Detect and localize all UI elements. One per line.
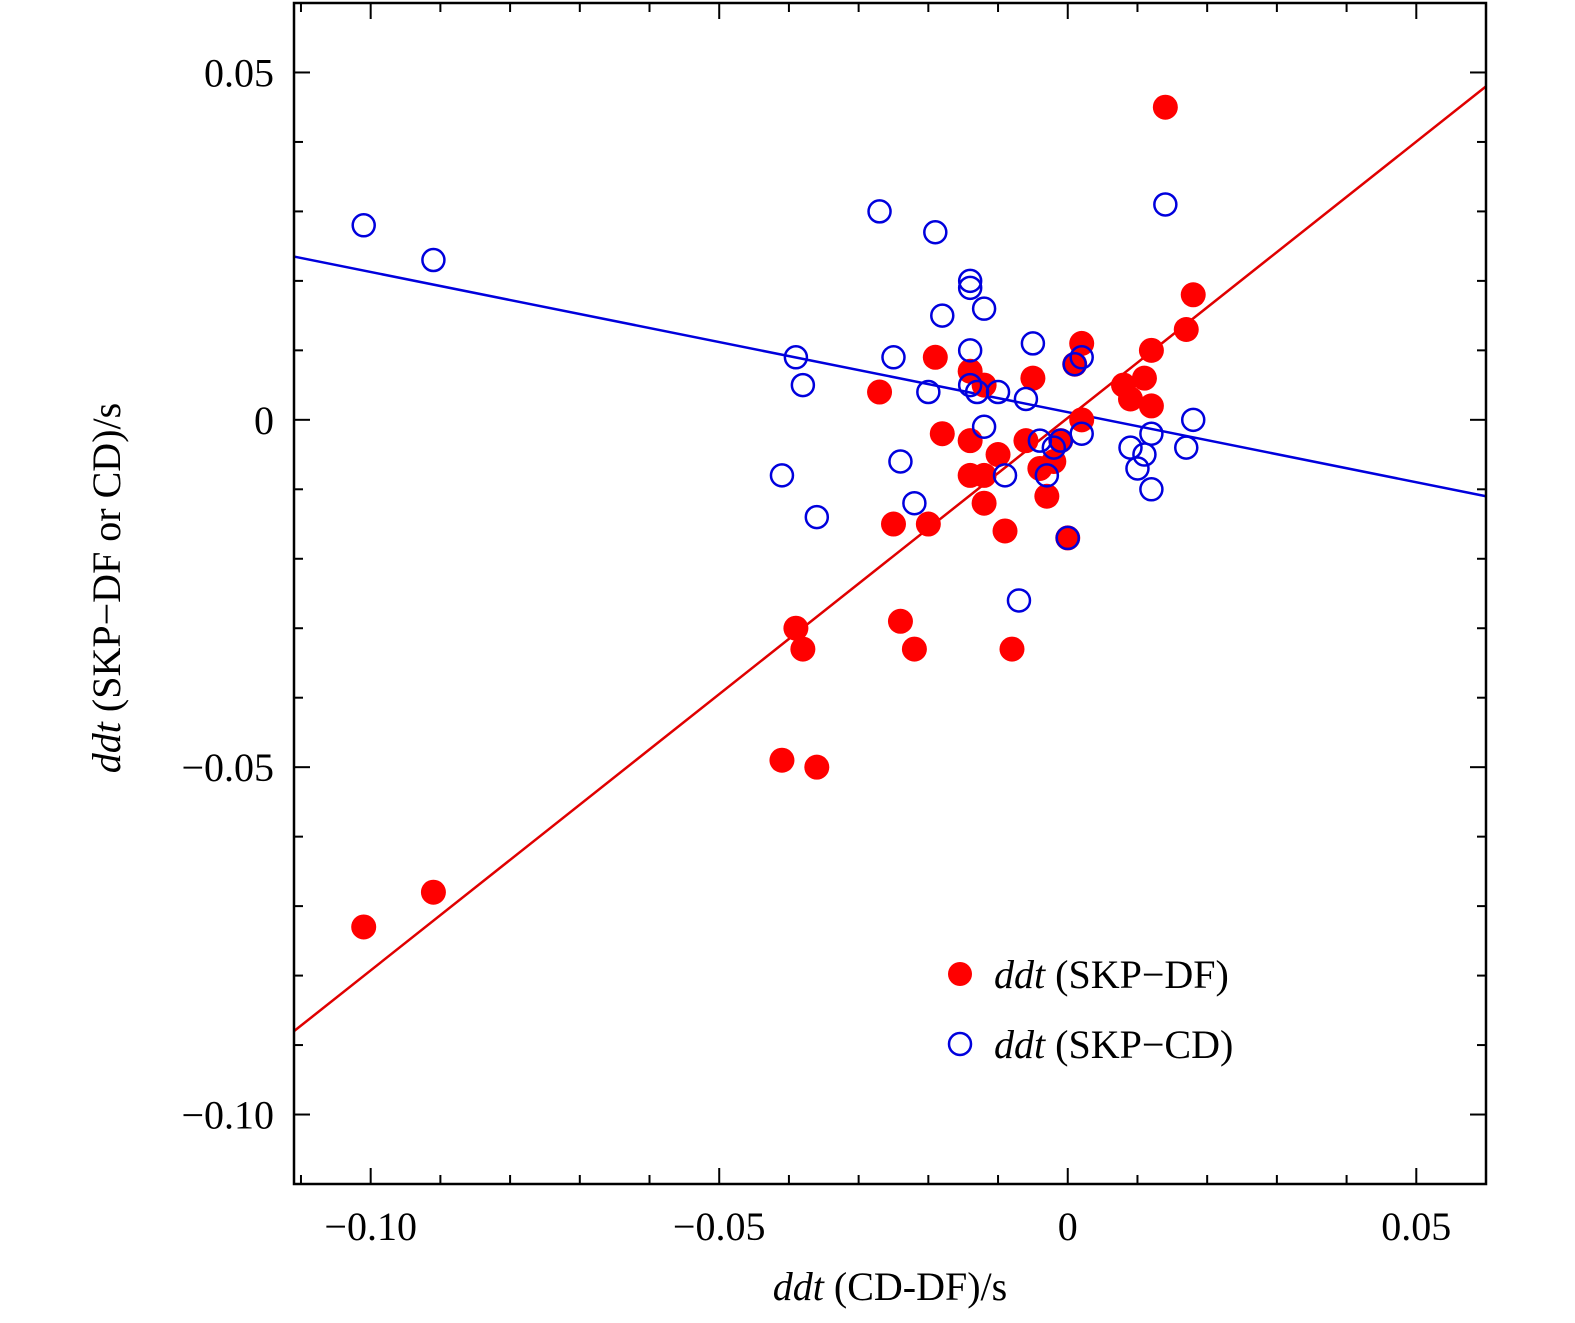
data-point-skp-cd — [992, 463, 1018, 488]
data-point-skp-df — [867, 379, 893, 405]
data-point-skp-cd — [1139, 477, 1164, 502]
data-point-skp-cd — [881, 345, 906, 370]
fit-line-skp-cd — [293, 255, 1487, 498]
data-point-skp-df — [1138, 337, 1164, 363]
data-point-skp-df — [420, 879, 446, 905]
legend-label-skp-cd: ddt (SKP−CD) — [994, 1022, 1233, 1067]
data-point-skp-cd — [1013, 386, 1039, 412]
data-point-skp-df — [1180, 282, 1206, 308]
data-point-skp-cd — [1180, 407, 1206, 433]
y-axis-title: ddt (SKP−DF or CD)/s — [84, 403, 129, 773]
data-point-skp-df — [957, 428, 983, 454]
legend-label-skp-df: ddt (SKP−DF) — [994, 952, 1229, 997]
data-point-skp-df — [901, 636, 927, 662]
legend-label-skp-cd-rest: (SKP−CD) — [1045, 1022, 1233, 1067]
y-tick-label: 0.05 — [204, 50, 274, 95]
data-point-skp-cd — [1125, 456, 1150, 481]
data-point-skp-cd — [971, 296, 997, 321]
data-point-skp-cd — [1069, 421, 1094, 446]
data-point-skp-cd — [790, 372, 816, 398]
fit-lines — [293, 85, 1487, 1033]
data-point-skp-cd — [1062, 351, 1087, 377]
data-point-skp-df — [783, 615, 809, 641]
data-point-skp-cd — [957, 372, 983, 398]
data-point-skp-cd — [957, 275, 983, 301]
fit-line-skp-df — [293, 85, 1487, 1033]
data-point-skp-cd — [769, 463, 795, 488]
data-point-skp-cd — [1069, 345, 1094, 370]
data-point-skp-df — [1152, 94, 1178, 120]
data-point-skp-df — [351, 914, 377, 940]
x-axis-title-rest: (CD-DF)/s — [824, 1264, 1007, 1309]
data-points — [351, 94, 1206, 940]
data-point-skp-cd — [783, 345, 809, 370]
x-axis-title-italic: ddt — [773, 1264, 825, 1309]
legend-marker-open — [947, 1031, 973, 1057]
y-tick-label: −0.05 — [181, 745, 274, 790]
axis-ticks — [294, 2, 1487, 1185]
data-point-skp-cd — [1041, 435, 1067, 460]
x-tick-label: 0.05 — [1381, 1204, 1451, 1249]
plot-frame — [292, 1, 1488, 1186]
data-point-skp-df — [999, 636, 1025, 662]
data-point-skp-df — [922, 344, 948, 370]
data-point-skp-df — [1034, 483, 1060, 509]
data-point-skp-cd — [985, 379, 1011, 405]
data-point-skp-df — [790, 636, 816, 662]
data-point-skp-cd — [1006, 588, 1032, 613]
data-point-skp-df — [769, 747, 795, 773]
data-point-skp-cd — [1034, 463, 1060, 488]
data-point-skp-cd — [1139, 421, 1164, 446]
data-point-skp-cd — [888, 449, 913, 474]
x-tick-label: −0.10 — [324, 1204, 417, 1249]
data-point-skp-cd — [1118, 435, 1143, 460]
data-point-skp-cd — [916, 379, 941, 405]
legend: ddt (SKP−DF) ddt (SKP−CD) — [947, 952, 1233, 1067]
data-point-skp-cd — [351, 213, 376, 238]
data-point-skp-df — [985, 442, 1011, 468]
data-point-skp-cd — [1132, 442, 1157, 467]
data-point-skp-cd — [1153, 192, 1178, 217]
data-point-skp-cd — [930, 303, 955, 328]
legend-label-skp-df-rest: (SKP−DF) — [1045, 952, 1229, 997]
y-tick-label: 0 — [254, 398, 274, 443]
data-point-skp-df — [1173, 317, 1199, 343]
data-point-skp-df — [1020, 365, 1046, 391]
x-axis-title: ddt (CD-DF)/s — [773, 1264, 1007, 1309]
data-point-skp-df — [1138, 393, 1164, 419]
tick-labels: −0.10 −0.05 0 0.05 0.05 0 −0.05 −0.10 — [181, 50, 1451, 1249]
data-point-skp-cd — [957, 268, 983, 294]
data-point-skp-cd — [957, 338, 983, 363]
data-point-skp-cd — [971, 414, 997, 440]
data-point-skp-df — [971, 490, 997, 516]
legend-marker-filled — [948, 962, 972, 986]
data-point-skp-df — [880, 511, 906, 537]
data-point-skp-cd — [923, 220, 948, 245]
data-point-skp-df — [929, 421, 955, 447]
data-point-skp-df — [971, 462, 997, 488]
data-point-skp-cd — [804, 504, 830, 530]
data-point-skp-cd — [1055, 525, 1081, 551]
data-point-skp-df — [1117, 386, 1143, 412]
data-point-skp-df — [804, 754, 830, 780]
data-point-skp-cd — [1174, 435, 1199, 460]
x-tick-label: 0 — [1058, 1204, 1078, 1249]
data-point-skp-df — [887, 608, 913, 634]
data-point-skp-cd — [421, 247, 446, 273]
data-point-skp-cd — [867, 199, 892, 224]
y-tick-label: −0.10 — [181, 1093, 274, 1138]
data-point-skp-cd — [902, 490, 927, 516]
y-axis-title-italic: ddt — [84, 721, 129, 773]
data-point-skp-df — [915, 511, 941, 537]
y-axis-title-rest: (SKP−DF or CD)/s — [84, 403, 129, 722]
x-tick-label: −0.05 — [673, 1204, 766, 1249]
data-point-skp-df — [1131, 365, 1157, 391]
data-point-skp-df — [1055, 525, 1081, 551]
data-point-skp-df — [992, 518, 1018, 544]
legend-label-skp-cd-italic: ddt — [994, 1022, 1046, 1067]
legend-label-skp-df-italic: ddt — [994, 952, 1046, 997]
data-point-skp-cd — [1020, 331, 1046, 356]
